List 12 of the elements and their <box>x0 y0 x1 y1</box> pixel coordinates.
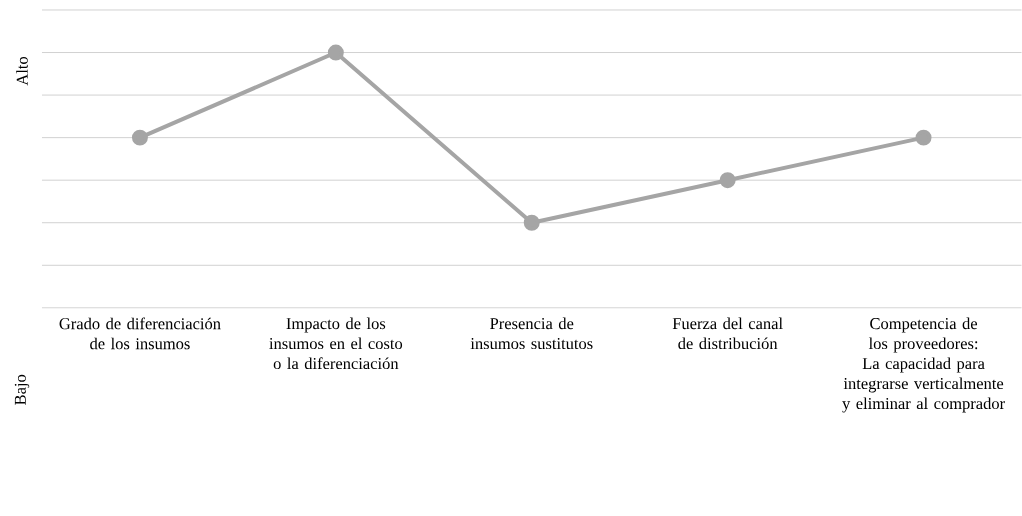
point <box>131 129 148 146</box>
point <box>327 44 344 61</box>
x-tick-label: Impacto de los insumos en el costo o la diferenciación <box>269 317 403 370</box>
x-tick-label: Fuerza del canal de distribución <box>672 317 783 350</box>
point <box>523 214 540 231</box>
point <box>719 172 736 189</box>
x-tick-label: Presencia de insumos sustitutos <box>470 317 593 350</box>
point <box>915 129 932 146</box>
text: Bajo <box>14 374 30 406</box>
x-tick-label: Competencia de los proveedores: La capacidad para integrarse verticalmente y eliminar al comprador <box>842 317 1005 413</box>
x-tick-label: Grado de diferenciación de los insumos <box>59 317 221 350</box>
y-axis-title: Alto <box>16 57 28 86</box>
